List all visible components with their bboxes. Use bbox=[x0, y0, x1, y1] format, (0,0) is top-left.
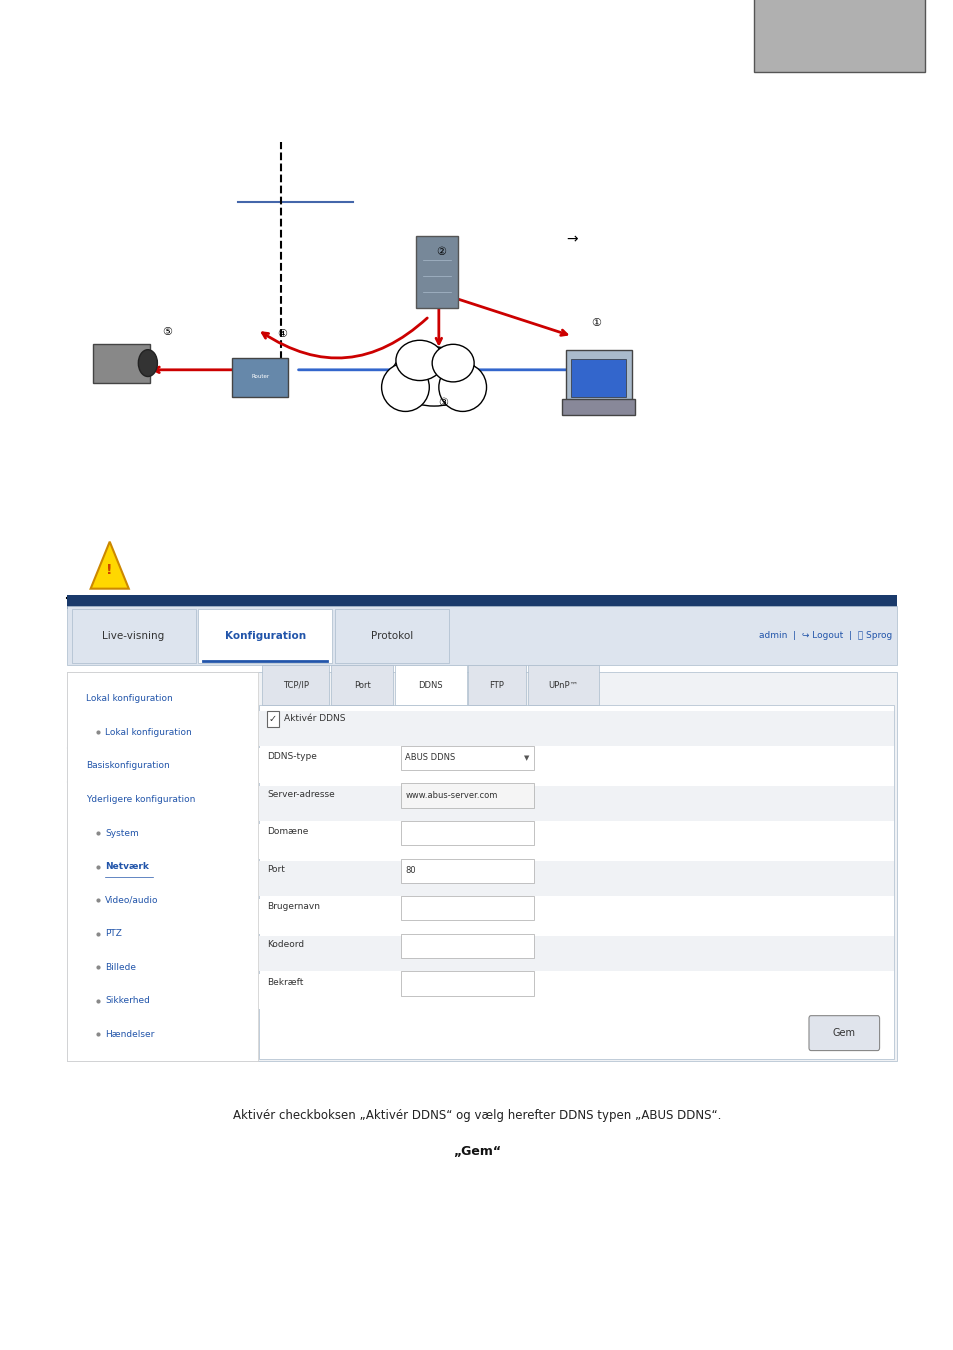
Bar bbox=[400, 934, 534, 958]
Ellipse shape bbox=[432, 344, 474, 382]
Text: admin  |  ↪ Logout  |  🌐 Sprog: admin | ↪ Logout | 🌐 Sprog bbox=[758, 632, 891, 640]
Bar bbox=[259, 786, 893, 821]
Bar bbox=[400, 896, 534, 921]
Bar bbox=[259, 824, 893, 859]
Bar bbox=[259, 899, 893, 934]
Polygon shape bbox=[91, 541, 129, 589]
Text: ⑤: ⑤ bbox=[162, 327, 172, 338]
Circle shape bbox=[138, 350, 157, 377]
Bar bbox=[395, 666, 466, 706]
Bar bbox=[259, 861, 893, 896]
FancyBboxPatch shape bbox=[565, 350, 631, 406]
Ellipse shape bbox=[395, 340, 443, 381]
Text: Netværk: Netværk bbox=[105, 863, 149, 871]
Text: ③: ③ bbox=[438, 398, 448, 409]
Bar bbox=[400, 859, 534, 883]
Text: Gem: Gem bbox=[832, 1029, 855, 1038]
Text: FTP: FTP bbox=[489, 680, 504, 690]
Text: ④: ④ bbox=[277, 328, 287, 339]
Bar bbox=[527, 666, 598, 706]
Text: Bekræft: Bekræft bbox=[267, 977, 303, 987]
FancyBboxPatch shape bbox=[232, 358, 288, 397]
Bar bbox=[67, 672, 257, 1061]
Text: DDNS: DDNS bbox=[418, 680, 442, 690]
Ellipse shape bbox=[438, 363, 486, 412]
Text: Basiskonfiguration: Basiskonfiguration bbox=[86, 761, 170, 771]
Text: Konfiguration: Konfiguration bbox=[224, 630, 306, 641]
Text: !: ! bbox=[107, 563, 112, 576]
Text: Server-adresse: Server-adresse bbox=[267, 790, 335, 799]
Text: Port: Port bbox=[354, 680, 370, 690]
Bar bbox=[259, 711, 893, 745]
Text: Video/audio: Video/audio bbox=[105, 895, 158, 905]
Text: ABUS DDNS: ABUS DDNS bbox=[405, 753, 456, 763]
FancyBboxPatch shape bbox=[571, 359, 625, 397]
Text: ✓: ✓ bbox=[269, 714, 276, 724]
Bar bbox=[267, 711, 278, 728]
Text: TCP/IP: TCP/IP bbox=[282, 680, 309, 690]
Text: www.abus-server.com: www.abus-server.com bbox=[405, 791, 497, 801]
Text: System: System bbox=[105, 829, 138, 837]
Bar bbox=[67, 595, 896, 609]
Text: UPnP™: UPnP™ bbox=[548, 680, 578, 690]
Bar bbox=[400, 972, 534, 995]
Text: Hændelser: Hændelser bbox=[105, 1030, 154, 1040]
Bar bbox=[67, 606, 896, 666]
Text: Aktivér DDNS: Aktivér DDNS bbox=[284, 714, 345, 724]
Text: Yderligere konfiguration: Yderligere konfiguration bbox=[86, 795, 195, 805]
Text: Brugernavn: Brugernavn bbox=[267, 902, 320, 911]
Text: Port: Port bbox=[267, 865, 285, 873]
Text: ①: ① bbox=[591, 317, 600, 328]
Bar bbox=[331, 666, 393, 706]
Text: Router: Router bbox=[252, 374, 269, 379]
Bar bbox=[400, 821, 534, 845]
FancyBboxPatch shape bbox=[416, 235, 457, 308]
Text: 80: 80 bbox=[405, 867, 416, 875]
Text: Protokol: Protokol bbox=[371, 630, 413, 641]
Text: PTZ: PTZ bbox=[105, 929, 122, 938]
Bar bbox=[259, 937, 893, 972]
Bar bbox=[198, 609, 332, 663]
Text: Kodeord: Kodeord bbox=[267, 940, 304, 949]
Ellipse shape bbox=[391, 347, 476, 406]
Text: Lokal konfiguration: Lokal konfiguration bbox=[105, 728, 192, 737]
Bar bbox=[400, 745, 534, 769]
Text: Aktivér checkboksen „Aktivér DDNS“ og vælg herefter DDNS typen „ABUS DDNS“.: Aktivér checkboksen „Aktivér DDNS“ og væ… bbox=[233, 1108, 720, 1122]
Text: „Gem“: „Gem“ bbox=[453, 1145, 500, 1158]
Text: →: → bbox=[566, 232, 578, 247]
Bar bbox=[67, 672, 896, 1061]
Text: Lokal konfiguration: Lokal konfiguration bbox=[86, 694, 172, 703]
Bar bbox=[468, 666, 525, 706]
Text: Domæne: Domæne bbox=[267, 828, 308, 836]
Text: Billede: Billede bbox=[105, 963, 135, 972]
Text: ②: ② bbox=[436, 247, 445, 256]
Bar bbox=[259, 975, 893, 1008]
FancyBboxPatch shape bbox=[753, 0, 924, 72]
Bar bbox=[71, 609, 195, 663]
FancyBboxPatch shape bbox=[561, 400, 635, 416]
Bar bbox=[259, 706, 893, 1058]
FancyBboxPatch shape bbox=[93, 344, 150, 383]
Text: ▼: ▼ bbox=[523, 755, 529, 761]
Ellipse shape bbox=[381, 363, 429, 412]
Bar bbox=[335, 609, 449, 663]
Bar bbox=[400, 783, 534, 807]
Text: DDNS-type: DDNS-type bbox=[267, 752, 316, 761]
FancyBboxPatch shape bbox=[808, 1015, 879, 1050]
Text: Live-visning: Live-visning bbox=[102, 630, 165, 641]
Bar bbox=[259, 748, 893, 783]
Bar bbox=[262, 666, 329, 706]
Text: Sikkerhed: Sikkerhed bbox=[105, 996, 150, 1006]
